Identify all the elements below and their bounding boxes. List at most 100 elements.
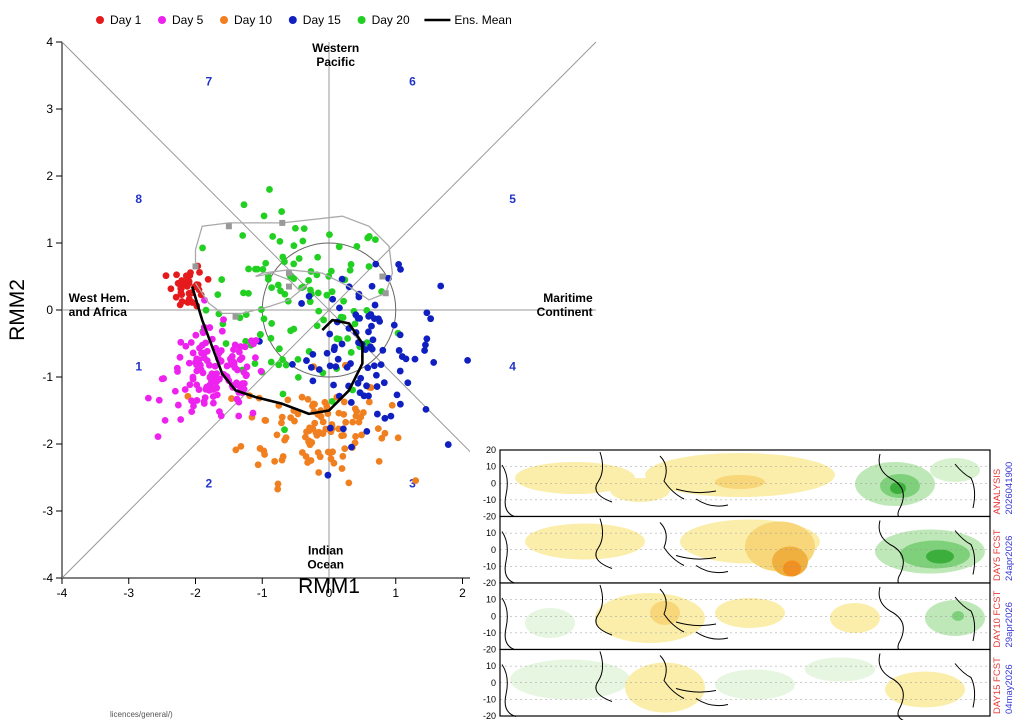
scatter-point — [234, 366, 241, 374]
scatter-point — [213, 384, 221, 392]
scatter-point — [375, 457, 383, 465]
y-tick-label: -4 — [42, 571, 53, 585]
scatter-point — [373, 383, 381, 390]
scatter-point — [206, 361, 213, 369]
scatter-point — [277, 287, 284, 295]
scatter-point — [367, 311, 375, 318]
coastline-africa — [501, 597, 517, 651]
scatter-point — [278, 419, 285, 427]
y-tick-label: -2 — [42, 437, 53, 451]
scatter-point — [174, 401, 182, 409]
scatter-point — [347, 399, 355, 406]
phase-number: 1 — [135, 359, 142, 373]
scatter-point — [326, 231, 333, 239]
anomaly-shading — [525, 593, 985, 643]
scatter-point — [158, 375, 166, 383]
scatter-point — [177, 416, 185, 423]
coastline-atlantic — [954, 596, 976, 642]
scatter-point — [278, 413, 286, 421]
scatter-point — [174, 279, 182, 287]
legend-marker — [220, 16, 228, 24]
scatter-point — [345, 479, 353, 487]
scatter-point — [182, 342, 190, 350]
scatter-point — [315, 307, 323, 315]
scatter-point — [422, 405, 430, 413]
legend-label: Day 1 — [110, 13, 142, 27]
scatter-point — [306, 298, 314, 306]
region-label: Ocean — [307, 558, 344, 572]
scatter-point — [294, 373, 302, 381]
latitude-label: 10 — [486, 528, 496, 538]
scatter-point — [282, 361, 290, 369]
anomaly-contour — [930, 458, 980, 482]
scatter-point — [284, 396, 292, 404]
anomaly-contour — [715, 669, 795, 700]
scatter-point — [177, 289, 185, 296]
scatter-point — [305, 277, 313, 284]
scatter-point — [352, 311, 360, 319]
scatter-point — [427, 315, 435, 323]
scatter-point — [243, 363, 251, 371]
scatter-point — [324, 448, 332, 456]
scatter-point — [274, 480, 282, 488]
scatter-point — [269, 233, 277, 240]
scatter-point — [340, 398, 348, 406]
scatter-point — [220, 316, 227, 324]
scatter-point — [374, 425, 382, 432]
scatter-point — [204, 275, 212, 283]
anomaly-contour — [650, 601, 680, 625]
scatter-point — [281, 426, 288, 434]
scatter-point — [373, 410, 381, 418]
region-label: Western — [312, 41, 359, 55]
region-label: Pacific — [316, 55, 355, 69]
scatter-point — [287, 414, 295, 422]
scatter-point — [289, 360, 296, 368]
scatter-point — [275, 361, 283, 369]
scatter-point — [309, 351, 317, 358]
scatter-point — [214, 291, 222, 299]
scatter-point — [352, 433, 359, 440]
scatter-point — [240, 289, 247, 297]
scatter-point — [308, 439, 316, 446]
scatter-point — [330, 346, 338, 354]
coastline-africa — [501, 531, 517, 584]
scatter-point — [307, 363, 315, 371]
scatter-point — [394, 434, 402, 442]
scatter-point — [252, 354, 259, 362]
scatter-point — [200, 354, 208, 362]
latitude-label: -10 — [483, 495, 496, 505]
scatter-point — [218, 276, 226, 283]
scatter-point — [346, 266, 354, 274]
y-tick-label: 1 — [46, 236, 53, 250]
footer-note: licences/general/) — [110, 710, 173, 719]
scatter-point — [300, 225, 308, 233]
scatter-point — [196, 344, 203, 352]
scatter-point — [309, 377, 317, 385]
scatter-point — [249, 409, 257, 417]
x-tick-label: 2 — [459, 586, 466, 600]
scatter-point — [154, 433, 162, 441]
scatter-point — [422, 341, 429, 349]
coastline-atlantic — [954, 663, 976, 708]
scatter-point — [239, 232, 247, 239]
scatter-point — [188, 397, 195, 405]
scatter-point — [330, 381, 337, 389]
analysis-marker — [285, 270, 292, 277]
map-panel-3: 10 0 -10 -20 DAY10 FCST 29apr2026 — [483, 582, 1015, 656]
x-tick-label: -2 — [190, 586, 201, 600]
scatter-point — [192, 331, 200, 339]
latitude-label: 10 — [486, 462, 496, 472]
scatter-point — [412, 477, 420, 485]
scatter-point — [356, 389, 364, 397]
scatter-point — [200, 400, 208, 407]
y-tick-label: 0 — [46, 303, 53, 317]
scatter-point — [378, 434, 386, 442]
scatter-point — [231, 341, 239, 349]
scatter-point — [387, 412, 395, 420]
scatter-point — [257, 367, 265, 375]
scatter-point — [304, 395, 312, 403]
scatter-point — [199, 244, 206, 252]
scatter-point — [397, 266, 404, 273]
scatter-point — [278, 456, 286, 464]
scatter-point — [251, 360, 259, 367]
